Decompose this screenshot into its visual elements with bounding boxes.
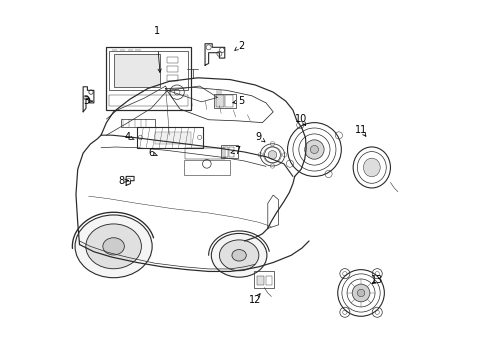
Bar bbox=[221, 145, 238, 158]
Text: 13: 13 bbox=[370, 275, 383, 285]
Bar bbox=[183, 160, 230, 175]
Text: 12: 12 bbox=[248, 295, 261, 305]
Bar bbox=[215, 95, 223, 107]
Bar bbox=[113, 54, 160, 87]
Text: 3: 3 bbox=[83, 96, 89, 106]
Bar bbox=[167, 75, 178, 81]
Bar bbox=[167, 66, 178, 72]
Ellipse shape bbox=[85, 224, 141, 269]
Text: 4: 4 bbox=[124, 132, 131, 142]
Bar bbox=[167, 57, 178, 63]
Text: 8: 8 bbox=[119, 176, 124, 186]
Bar bbox=[229, 147, 234, 157]
Circle shape bbox=[357, 289, 364, 297]
Text: 11: 11 bbox=[354, 125, 366, 135]
Bar bbox=[257, 276, 263, 285]
Text: 9: 9 bbox=[255, 132, 262, 142]
Ellipse shape bbox=[231, 249, 246, 261]
Text: 2: 2 bbox=[237, 41, 244, 50]
Circle shape bbox=[310, 145, 318, 154]
Bar bbox=[109, 51, 187, 90]
Bar bbox=[121, 119, 155, 127]
Bar bbox=[137, 127, 203, 148]
Bar bbox=[224, 95, 233, 107]
Circle shape bbox=[267, 150, 276, 159]
Bar bbox=[214, 94, 235, 108]
Text: 7: 7 bbox=[234, 146, 240, 156]
Ellipse shape bbox=[363, 158, 380, 177]
Bar bbox=[185, 148, 224, 159]
Text: 5: 5 bbox=[237, 96, 244, 106]
Ellipse shape bbox=[75, 215, 152, 278]
Circle shape bbox=[351, 284, 369, 302]
Text: 6: 6 bbox=[148, 148, 154, 158]
Ellipse shape bbox=[219, 240, 258, 271]
Bar bbox=[109, 95, 187, 106]
Bar bbox=[223, 147, 227, 157]
Bar bbox=[254, 271, 273, 288]
Ellipse shape bbox=[211, 233, 266, 277]
Bar bbox=[155, 132, 190, 144]
Bar bbox=[265, 276, 271, 285]
Text: 10: 10 bbox=[294, 114, 306, 124]
Circle shape bbox=[304, 140, 324, 159]
Text: 1: 1 bbox=[153, 26, 160, 36]
Ellipse shape bbox=[102, 238, 124, 255]
Bar bbox=[106, 47, 190, 110]
